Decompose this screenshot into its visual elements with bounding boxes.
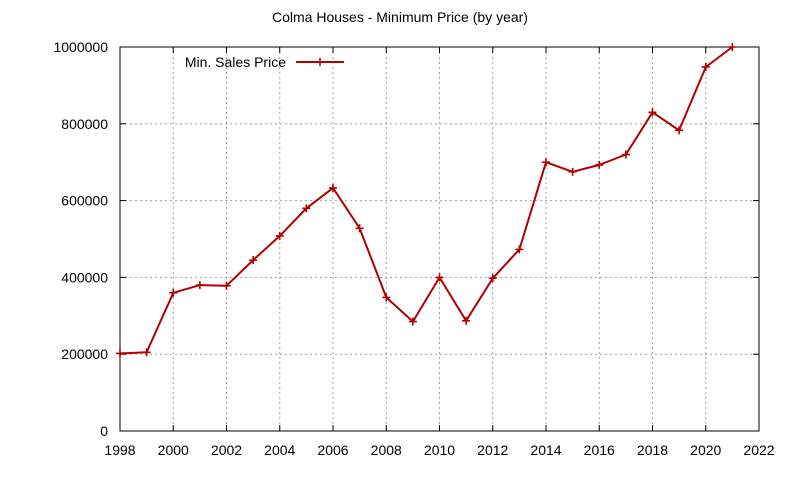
y-tick-label: 600000 bbox=[61, 193, 108, 209]
y-tick-label: 800000 bbox=[61, 116, 108, 132]
data-point bbox=[275, 231, 284, 240]
y-tick-label: 1000000 bbox=[53, 39, 108, 55]
data-point bbox=[195, 281, 204, 290]
data-point bbox=[728, 43, 737, 51]
data-point bbox=[621, 150, 630, 159]
data-point bbox=[249, 256, 258, 265]
data-point bbox=[648, 108, 657, 117]
data-point bbox=[142, 348, 151, 357]
data-point bbox=[462, 316, 471, 325]
data-point bbox=[302, 204, 311, 213]
x-tick-label: 2000 bbox=[158, 442, 189, 458]
x-tick-label: 2014 bbox=[530, 442, 561, 458]
x-tick-label: 2020 bbox=[690, 442, 721, 458]
data-point bbox=[408, 317, 417, 326]
data-point bbox=[169, 288, 178, 297]
chart-title: Colma Houses - Minimum Price (by year) bbox=[272, 9, 528, 25]
legend-label: Min. Sales Price bbox=[185, 54, 286, 70]
y-tick-label: 400000 bbox=[61, 269, 108, 285]
data-point bbox=[435, 273, 444, 282]
x-tick-label: 2016 bbox=[584, 442, 615, 458]
data-point bbox=[542, 158, 550, 167]
legend: Min. Sales Price bbox=[185, 54, 344, 70]
data-point bbox=[222, 281, 231, 290]
axes: 1998 2000 2002 2004 2006 2008 2010 2012 2014 2016… bbox=[53, 39, 774, 458]
data-point bbox=[488, 274, 497, 283]
x-tick-label: 2012 bbox=[477, 442, 508, 458]
x-tick-label: 2010 bbox=[424, 442, 455, 458]
y-tick-label: 200000 bbox=[61, 346, 108, 362]
data-point bbox=[515, 245, 524, 254]
data-point bbox=[382, 293, 391, 302]
legend-marker-plus bbox=[316, 58, 324, 66]
data-point bbox=[675, 126, 684, 135]
x-tick-label: 1998 bbox=[104, 442, 135, 458]
x-tick-label: 2022 bbox=[743, 442, 774, 458]
plot-frame bbox=[119, 46, 760, 432]
data-point bbox=[701, 62, 710, 71]
x-tick-label: 2004 bbox=[264, 442, 295, 458]
data-point bbox=[355, 224, 364, 233]
x-tick-label: 2018 bbox=[637, 442, 668, 458]
x-tick-label: 2008 bbox=[371, 442, 402, 458]
data-point bbox=[116, 349, 124, 358]
legend-marker bbox=[316, 58, 324, 66]
data-point bbox=[595, 160, 604, 169]
y-tick-label: 0 bbox=[100, 423, 108, 439]
x-tick-label: 2002 bbox=[211, 442, 242, 458]
plot-area bbox=[116, 43, 737, 358]
data-point bbox=[329, 183, 337, 192]
grid bbox=[120, 47, 759, 431]
data-point bbox=[568, 167, 577, 176]
x-tick-label: 2006 bbox=[317, 442, 348, 458]
series-line bbox=[119, 46, 734, 355]
